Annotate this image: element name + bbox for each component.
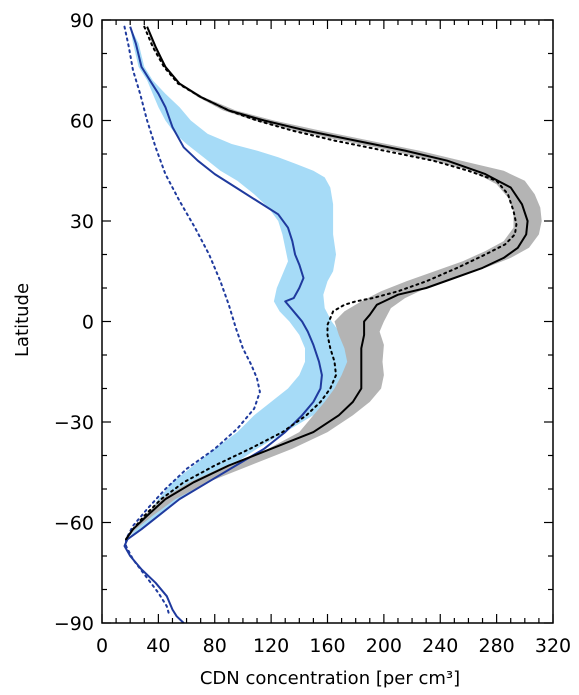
y-axis-ticks: 90 60 30 0 −30 −60 −90 <box>54 10 553 635</box>
y-tick-label: 30 <box>70 211 94 233</box>
x-tick-label: 80 <box>203 635 227 657</box>
series-2-line <box>125 26 529 540</box>
x-tick-label: 280 <box>478 635 514 657</box>
y-tick-label: 90 <box>70 10 94 32</box>
x-tick-label: 200 <box>366 635 402 657</box>
series-2-band <box>126 26 542 540</box>
x-tick-label: 40 <box>146 635 170 657</box>
x-tick-label: 0 <box>96 635 108 657</box>
x-tick-label: 320 <box>535 635 571 657</box>
series-3-line <box>125 25 518 541</box>
x-tick-label: 240 <box>422 635 458 657</box>
y-tick-label: −90 <box>54 613 94 635</box>
y-tick-label: 0 <box>82 312 94 334</box>
series-0-band <box>127 26 358 540</box>
series-1-line <box>123 25 261 618</box>
x-tick-label: 120 <box>253 635 289 657</box>
y-tick-label: 60 <box>70 111 94 133</box>
uncertainty-bands <box>126 26 542 540</box>
x-axis-ticks: 0 40 80 120 160 200 240 280 320 <box>96 20 571 657</box>
x-axis-label: CDN concentration [per cm³] <box>200 668 460 689</box>
y-axis-label: Latitude <box>12 283 33 357</box>
y-tick-label: −60 <box>54 513 94 535</box>
x-tick-label: 160 <box>309 635 345 657</box>
series-lines <box>123 25 529 624</box>
y-tick-label: −30 <box>54 412 94 434</box>
